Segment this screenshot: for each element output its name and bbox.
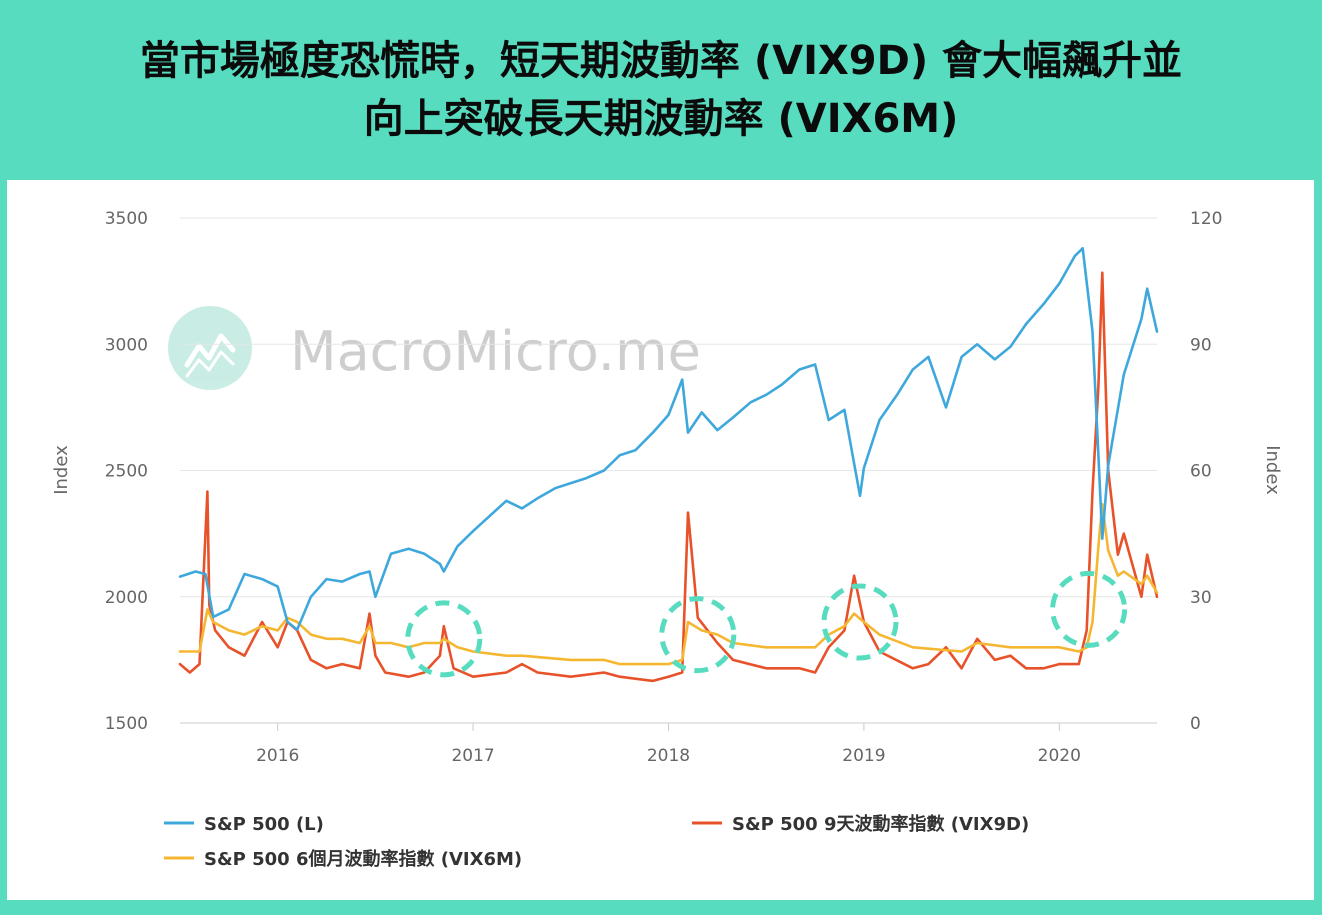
chart-title-line-1: 當市場極度恐慌時，短天期波動率 (VIX9D) 會大幅飆升並 — [139, 38, 1183, 84]
y-axis-right-title: Index — [1262, 445, 1283, 495]
y-axis-left-title: Index — [51, 445, 72, 495]
legend: S&P 500 (L) S&P 500 9天波動率指數 (VIX9D) S&P … — [164, 813, 1029, 870]
legend-item-vix9d[interactable]: S&P 500 9天波動率指數 (VIX9D) — [692, 813, 1029, 835]
chart-panel: MacroMicro.me 1500 2000 2500 3000 3500 0 30 60 9… — [7, 180, 1314, 900]
x-tick-label: 2020 — [1038, 746, 1081, 766]
macromicro-logo-icon — [168, 306, 252, 390]
spx-line — [178, 247, 1159, 631]
y-left-tick-label: 3000 — [105, 335, 148, 355]
highlight-circle — [821, 583, 899, 661]
legend-label-vix6m: S&P 500 6個月波動率指數 (VIX6M) — [204, 848, 522, 870]
y-right-tick-label: 60 — [1190, 462, 1212, 482]
y-right-tick-label: 30 — [1190, 588, 1212, 608]
y-left-tick-label: 2000 — [105, 588, 148, 608]
legend-label-spx: S&P 500 (L) — [204, 814, 324, 835]
x-tick-label: 2018 — [647, 746, 690, 766]
x-tick-label: 2016 — [256, 746, 299, 766]
y-left-tick-label: 2500 — [105, 462, 148, 482]
highlight-circles — [405, 570, 1128, 678]
legend-item-spx[interactable]: S&P 500 (L) — [164, 814, 324, 835]
header-banner: 當市場極度恐慌時，短天期波動率 (VIX9D) 會大幅飆升並 向上突破長天期波動… — [0, 0, 1322, 180]
legend-item-vix6m[interactable]: S&P 500 6個月波動率指數 (VIX6M) — [164, 848, 522, 870]
chart-svg: MacroMicro.me 1500 2000 2500 3000 3500 0 30 60 9… — [51, 209, 1283, 870]
y-right-tick-label: 0 — [1190, 714, 1201, 734]
series-lines — [178, 247, 1159, 683]
axis-ticks: 1500 2000 2500 3000 3500 0 30 60 90 120 2016 2017 20… — [105, 209, 1223, 766]
x-tick-label: 2019 — [842, 746, 885, 766]
chart-title-line-2: 向上突破長天期波動率 (VIX6M) — [363, 96, 959, 142]
highlight-circle — [659, 596, 737, 674]
watermark-text: MacroMicro.me — [290, 320, 701, 383]
y-right-tick-label: 90 — [1190, 335, 1212, 355]
y-left-tick-label: 3500 — [105, 209, 148, 229]
watermark: MacroMicro.me — [168, 306, 701, 390]
highlight-circle — [405, 600, 483, 678]
legend-label-vix9d: S&P 500 9天波動率指數 (VIX9D) — [732, 813, 1029, 835]
y-right-tick-label: 120 — [1190, 209, 1222, 229]
vix6m-line — [178, 502, 1159, 666]
y-left-tick-label: 1500 — [105, 714, 148, 734]
highlight-circle — [1050, 570, 1128, 648]
x-tick-label: 2017 — [451, 746, 494, 766]
grid-lines — [180, 217, 1157, 724]
